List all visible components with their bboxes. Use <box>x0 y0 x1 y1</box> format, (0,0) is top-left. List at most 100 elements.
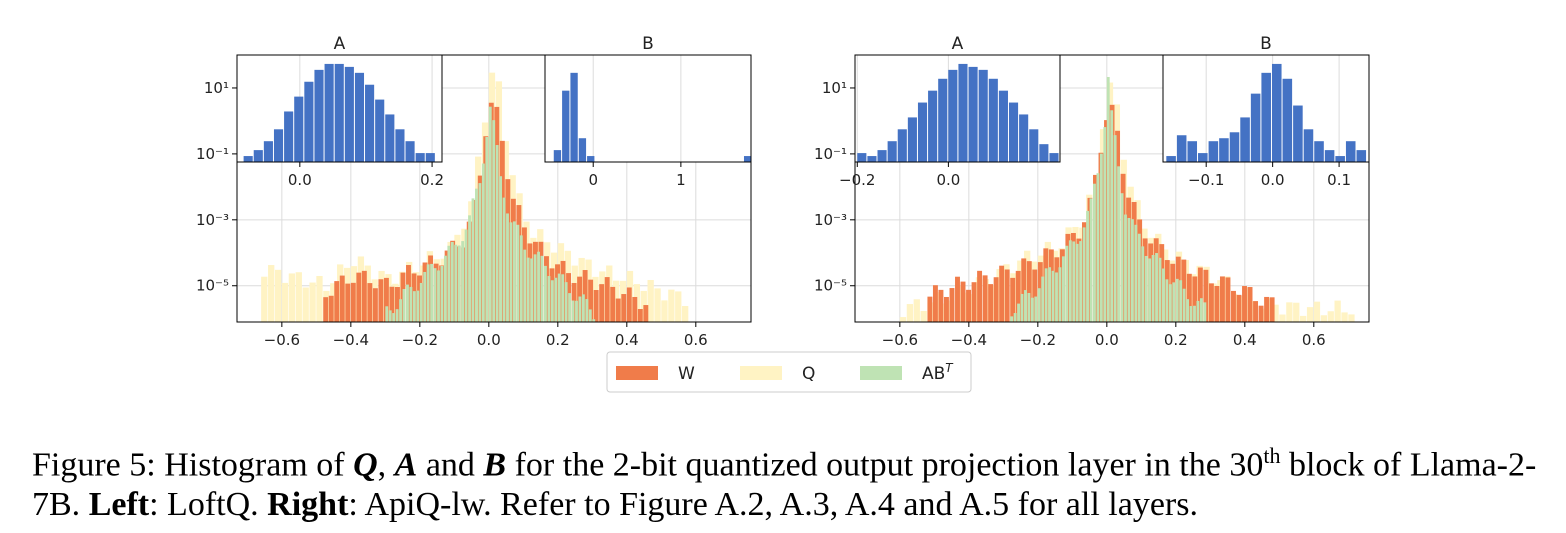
bar-Q <box>1306 307 1314 322</box>
inset-bar <box>1271 63 1282 162</box>
bar-W <box>1076 238 1082 322</box>
bar-W <box>1159 244 1165 322</box>
caption-th: th <box>1263 443 1281 468</box>
inset-bar <box>375 99 385 162</box>
bar-W <box>1010 277 1016 322</box>
bar-W <box>1197 267 1203 322</box>
inset-bar <box>1039 144 1049 162</box>
x-tick-label: 0.6 <box>1302 331 1326 349</box>
bar-AB <box>519 235 523 322</box>
inset-bar <box>294 96 304 162</box>
bar-AB <box>406 284 409 322</box>
inset-bar <box>938 78 948 162</box>
bar-AB <box>1096 173 1100 322</box>
inset-bar <box>1208 141 1219 162</box>
bar-AB <box>499 176 503 322</box>
bar-AB <box>1044 268 1048 322</box>
legend-swatch <box>616 366 658 380</box>
bar-W <box>1258 305 1264 322</box>
bar-W <box>944 296 949 322</box>
bar-Q <box>1348 314 1355 322</box>
bar-W <box>643 305 649 322</box>
inset-x-tick-label: 0.0 <box>936 171 960 189</box>
inset-bar <box>304 81 314 162</box>
bar-W <box>472 199 478 322</box>
bar-AB <box>426 264 430 322</box>
bar-AB <box>1203 302 1207 322</box>
inset-bar <box>1240 117 1250 162</box>
bar-W <box>345 283 351 322</box>
inset-x-tick-label: −0.1 <box>1188 171 1224 189</box>
legend-swatch <box>740 366 782 380</box>
bar-W <box>932 285 938 322</box>
bar-W <box>938 289 944 322</box>
inset-bar <box>570 72 578 162</box>
caption-q: Q <box>353 446 378 484</box>
inset-bar <box>1219 138 1229 162</box>
bar-W <box>1225 277 1231 322</box>
inset-bar <box>1356 150 1367 162</box>
bar-AB <box>1061 256 1065 322</box>
bar-Q <box>668 289 675 322</box>
inset-bar <box>958 63 968 162</box>
bar-AB <box>461 241 465 322</box>
bar-AB <box>512 221 516 322</box>
plot-frame <box>854 54 1370 323</box>
bar-AB <box>450 241 454 322</box>
bar-W <box>361 270 367 322</box>
bar-W <box>604 277 610 322</box>
bar-AB <box>526 257 530 322</box>
bar-W <box>971 282 977 322</box>
bar-W <box>1219 276 1225 322</box>
bar-AB <box>1024 290 1027 322</box>
bar-AB <box>568 293 572 322</box>
inset-x-tick-label: 0.0 <box>288 171 312 189</box>
x-tick-label: 0.0 <box>477 331 501 349</box>
bar-AB <box>1141 246 1145 322</box>
bar-AB <box>402 288 406 322</box>
bar-AB <box>1027 292 1031 322</box>
inset-x-tick-label: 0.0 <box>1261 171 1285 189</box>
bar-Q <box>295 272 302 322</box>
bar-Q <box>1300 315 1307 322</box>
plot-frame <box>236 54 752 323</box>
inset-bar <box>425 153 435 162</box>
bar-W <box>610 286 616 322</box>
inset-bar <box>1198 153 1208 162</box>
bar-AB <box>1089 198 1093 322</box>
bar-AB <box>1117 166 1121 322</box>
bar-W <box>949 288 955 322</box>
bar-W <box>328 295 334 322</box>
bar-AB <box>564 282 568 322</box>
x-tick-label: −0.4 <box>333 331 369 349</box>
bar-AB <box>1134 224 1138 322</box>
bar-AB <box>516 224 520 322</box>
bar-AB <box>392 313 396 322</box>
bar-Q <box>1320 315 1328 322</box>
bar-W <box>599 284 605 322</box>
inset-bar <box>877 150 887 162</box>
bar-W <box>339 275 345 322</box>
caption-rest1: for the 2-bit quantized output projectio… <box>506 446 1264 484</box>
bar-Q <box>316 275 323 322</box>
inset-frame <box>236 54 443 163</box>
x-tick-label: 0.4 <box>1233 331 1257 349</box>
bar-AB <box>578 296 582 322</box>
inset-bar <box>395 129 405 162</box>
bar-W <box>389 286 395 322</box>
bar-AB <box>1010 316 1014 322</box>
bar-AB <box>1037 288 1041 322</box>
inset-bar <box>1029 129 1039 162</box>
bar-W <box>1214 286 1220 322</box>
caption-and: and <box>417 446 484 484</box>
bar-W <box>988 284 994 322</box>
y-tick-label: 10⁻¹ <box>196 145 229 163</box>
bar-AB <box>1082 227 1086 322</box>
bar-AB <box>1017 303 1020 322</box>
bar-W <box>378 279 384 322</box>
inset-bar <box>284 111 294 162</box>
inset-bar <box>1303 129 1314 162</box>
bar-W <box>977 270 983 322</box>
bar-AB <box>1189 306 1193 322</box>
bar-W <box>1242 286 1247 322</box>
